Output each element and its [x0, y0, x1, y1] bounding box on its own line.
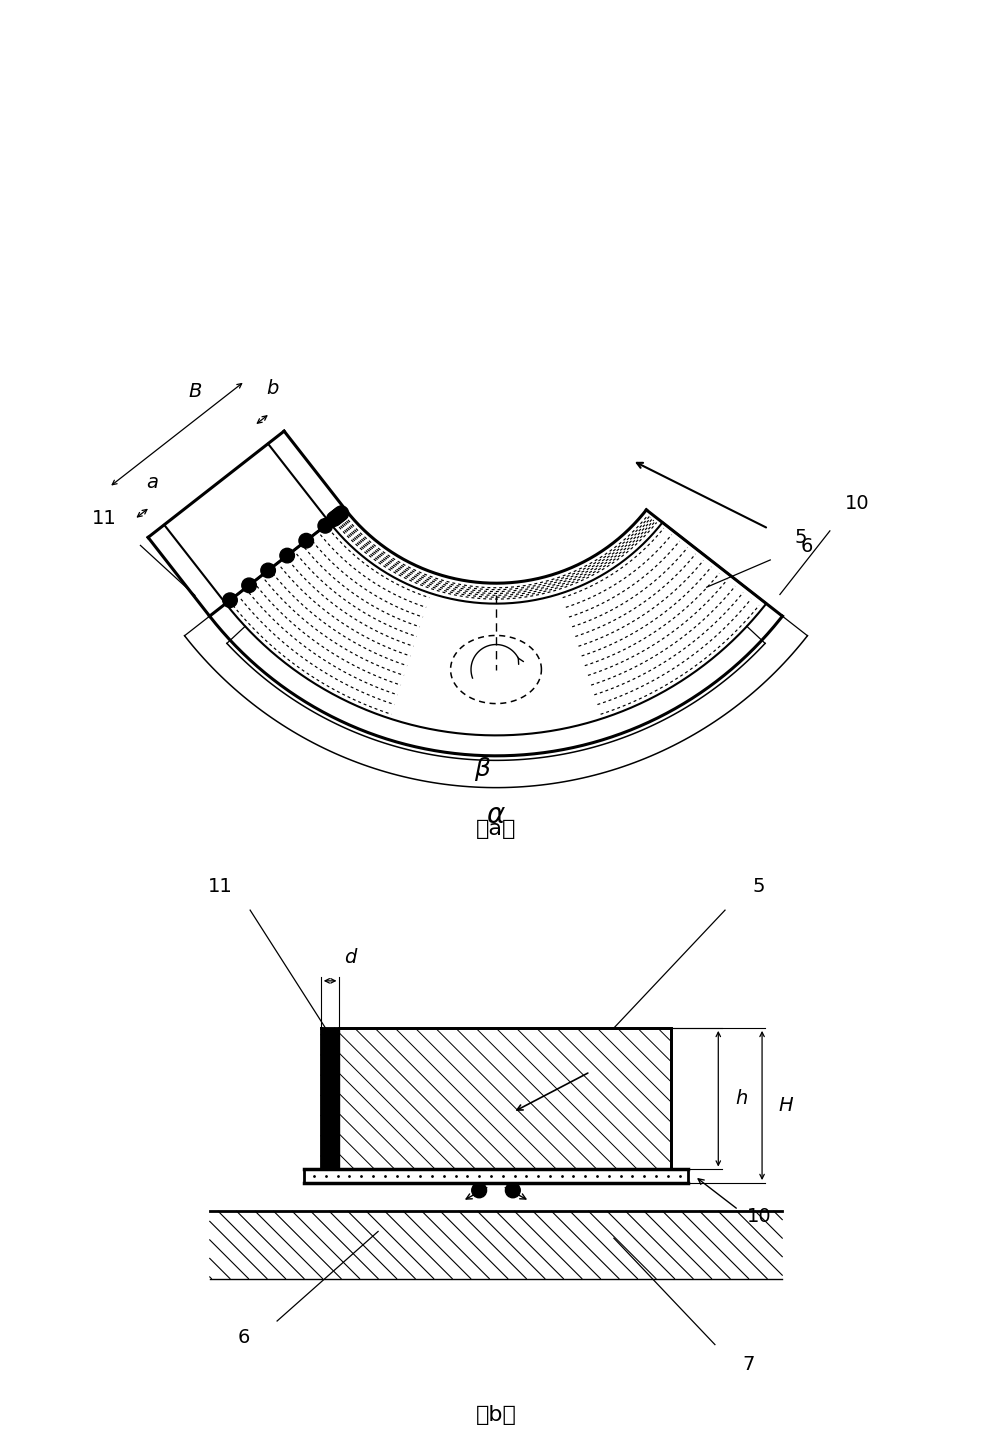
Circle shape [261, 564, 276, 578]
Circle shape [331, 509, 345, 523]
Circle shape [472, 1182, 486, 1198]
Text: $\alpha$: $\alpha$ [486, 801, 506, 829]
Circle shape [299, 533, 313, 548]
Text: a: a [147, 472, 159, 491]
Text: 11: 11 [207, 877, 232, 895]
Text: 6: 6 [801, 536, 812, 556]
Text: $\beta$: $\beta$ [474, 755, 491, 784]
Circle shape [329, 510, 344, 525]
Text: B: B [188, 381, 201, 400]
Text: 11: 11 [91, 509, 116, 527]
Circle shape [326, 511, 341, 526]
Text: （b）: （b） [475, 1406, 517, 1426]
Text: H: H [779, 1095, 794, 1114]
Circle shape [332, 507, 347, 522]
Text: 6: 6 [237, 1329, 250, 1348]
Text: 5: 5 [753, 877, 765, 895]
Text: 5: 5 [795, 529, 806, 548]
Text: h: h [735, 1090, 748, 1108]
Circle shape [242, 578, 256, 593]
Circle shape [223, 593, 237, 607]
Circle shape [334, 506, 348, 520]
Text: 10: 10 [845, 494, 869, 513]
Text: d: d [344, 948, 356, 966]
Text: 7: 7 [742, 1355, 755, 1374]
Text: （a）: （a） [476, 819, 516, 839]
Text: 10: 10 [746, 1207, 771, 1226]
Text: b: b [266, 378, 279, 398]
Circle shape [506, 1182, 520, 1198]
Circle shape [318, 519, 332, 533]
Circle shape [280, 548, 295, 562]
Circle shape [328, 510, 342, 525]
Polygon shape [320, 1027, 339, 1169]
